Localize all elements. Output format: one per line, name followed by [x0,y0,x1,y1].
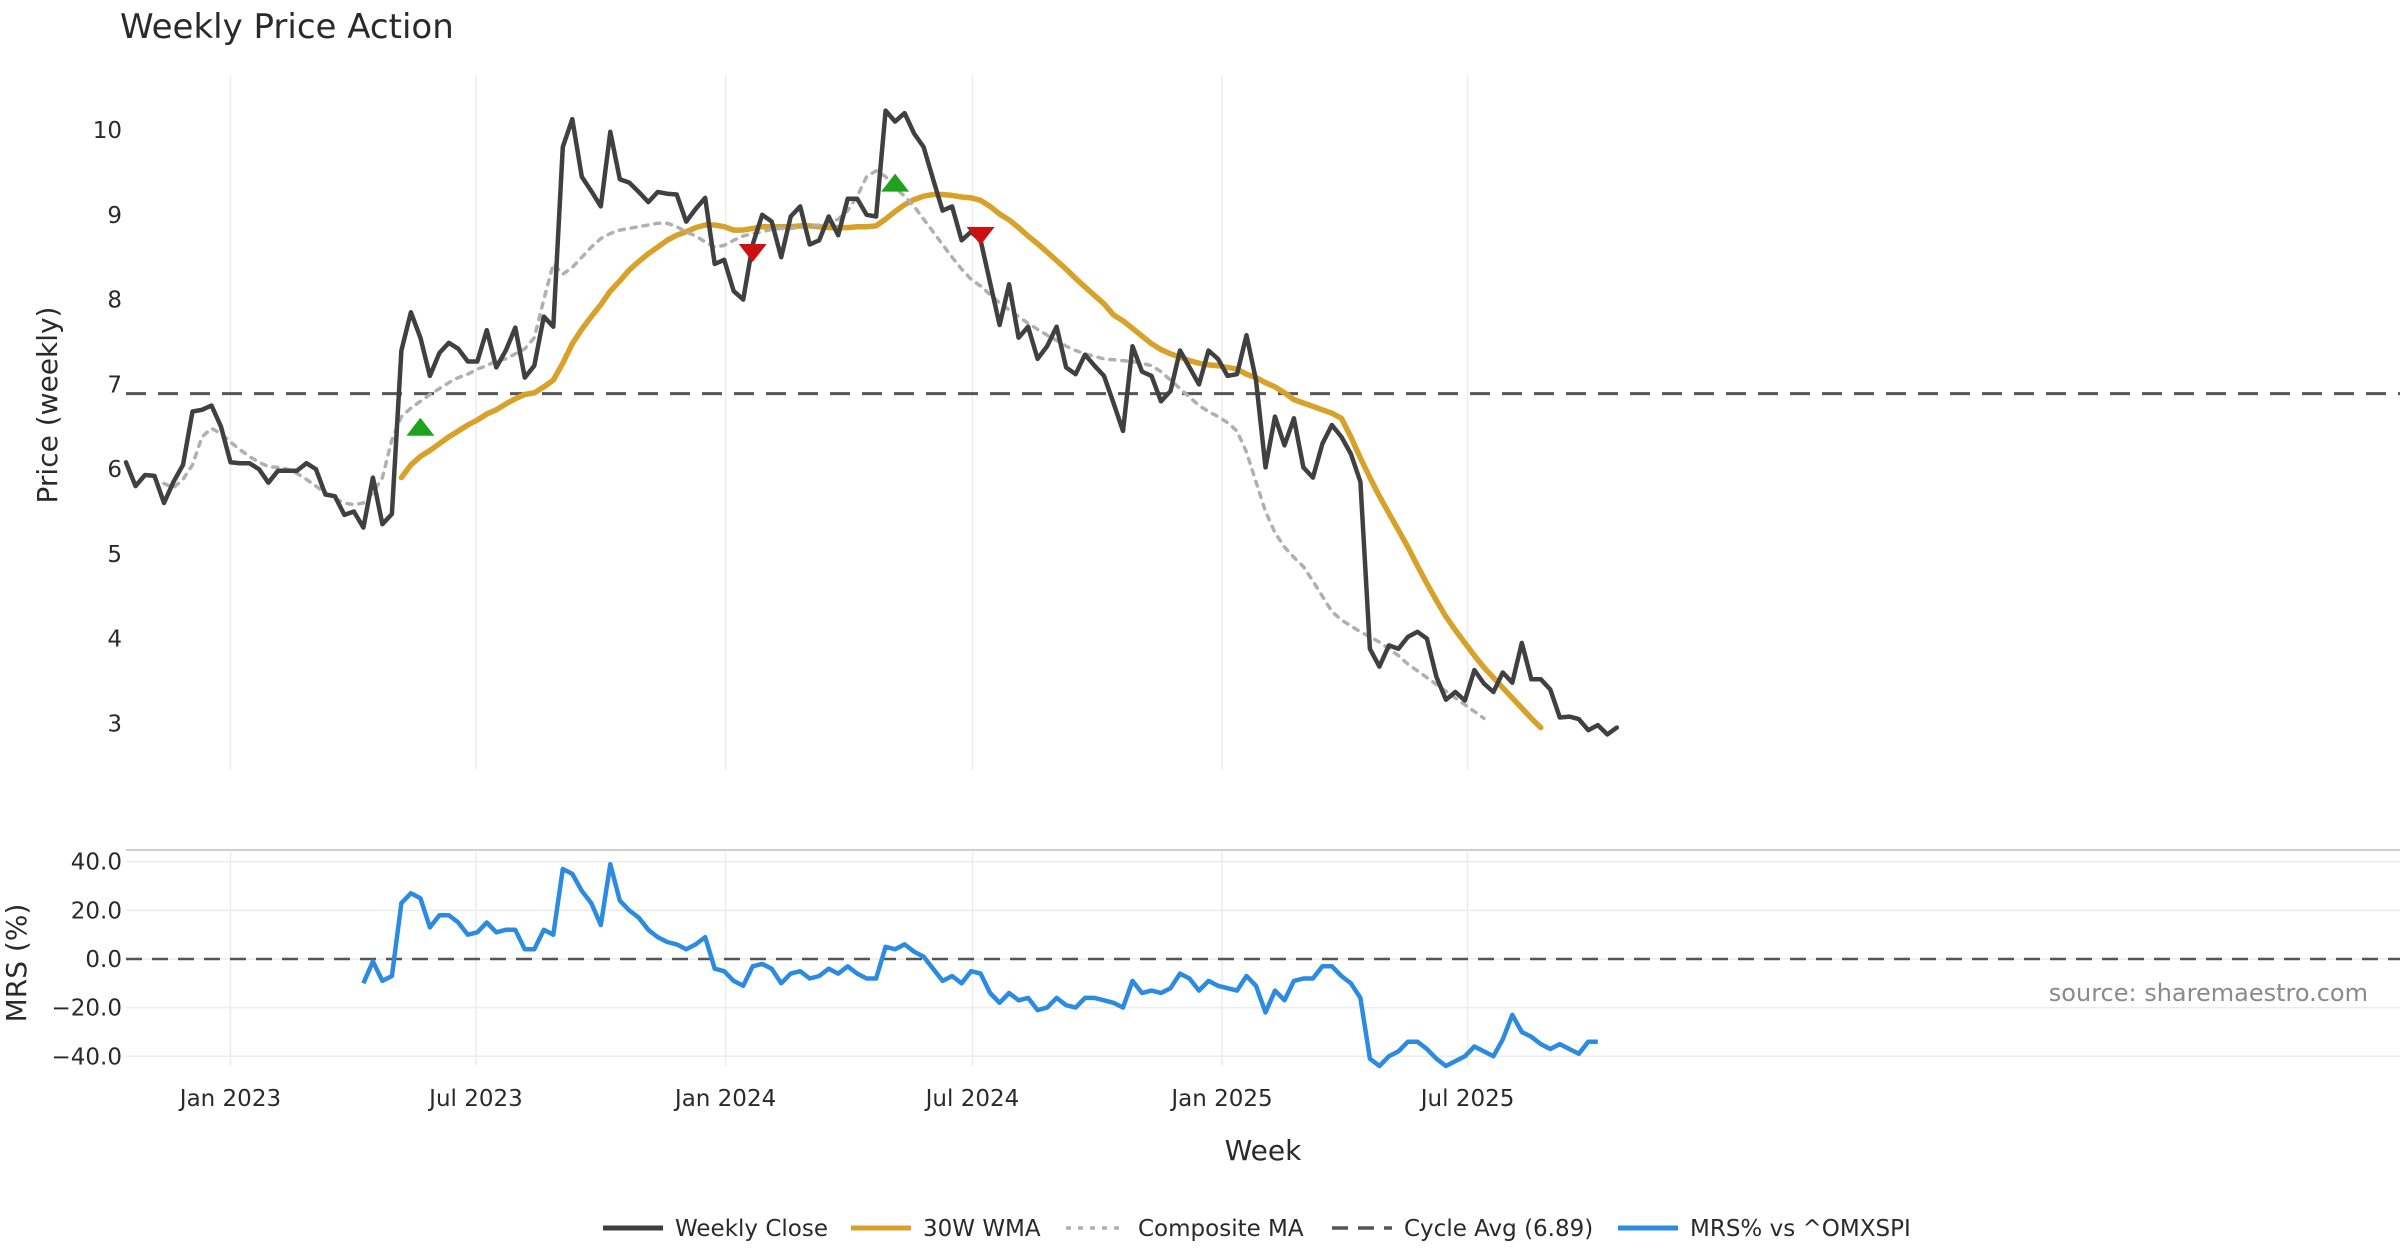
mrs-y-tick-label: −20.0 [52,996,122,1022]
price-y-tick-label: 7 [107,372,122,398]
price-y-tick-label: 4 [107,627,122,653]
x-tick-label: Jul 2025 [1419,1086,1515,1112]
sell-signal-marker [966,227,995,246]
mrs-y-tick-label: 40.0 [71,850,122,876]
mrs-y-tick-label: −40.0 [52,1044,122,1070]
price-y-tick-label: 6 [107,457,122,483]
x-tick-label: Jul 2024 [924,1086,1020,1112]
signal-markers [406,173,995,436]
mrs-axis-label: MRS (%) [0,904,33,1023]
x-axis-label: Week [1225,1134,1302,1167]
price-y-tick-label: 8 [107,288,122,314]
price-y-tick-label: 10 [93,118,122,144]
axis-ticks: Jan 2023 Jul 2023 Jan 2024 Jul 2024 Jan 2025… [52,118,1515,1112]
legend-label: Weekly Close [675,1216,828,1242]
chart-legend: Weekly Close 30W WMA Composite MA Cycle Avg… [603,1216,1911,1242]
x-tick-label: Jan 2023 [178,1086,281,1112]
legend-label: 30W WMA [923,1216,1041,1242]
price-y-tick-label: 5 [107,542,122,568]
price-y-tick-label: 9 [107,203,122,229]
buy-signal-marker [406,417,435,436]
mrs-line [361,861,1598,1069]
30w-wma-line [398,191,1544,731]
chart-title: Weekly Price Action [120,7,454,47]
source-note: source: sharemaestro.com [2049,979,2368,1007]
legend-label: MRS% vs ^OMXSPI [1690,1216,1911,1242]
legend-label: Composite MA [1138,1216,1304,1242]
mrs-y-tick-label: 20.0 [71,898,122,924]
x-tick-label: Jan 2025 [1169,1086,1272,1112]
legend-label: Cycle Avg (6.89) [1404,1216,1593,1242]
series-lines [123,108,1620,1069]
sell-signal-marker [738,243,767,262]
reference-lines [126,392,2400,961]
grid-lines [126,75,2400,1066]
x-tick-label: Jul 2023 [427,1086,523,1112]
x-tick-label: Jan 2024 [673,1086,776,1112]
mrs-y-tick-label: 0.0 [85,947,122,973]
price-y-tick-label: 3 [107,711,122,737]
weekly-close-line [123,108,1620,737]
price-axis-label: Price (weekly) [31,307,64,504]
buy-signal-marker [881,173,910,192]
